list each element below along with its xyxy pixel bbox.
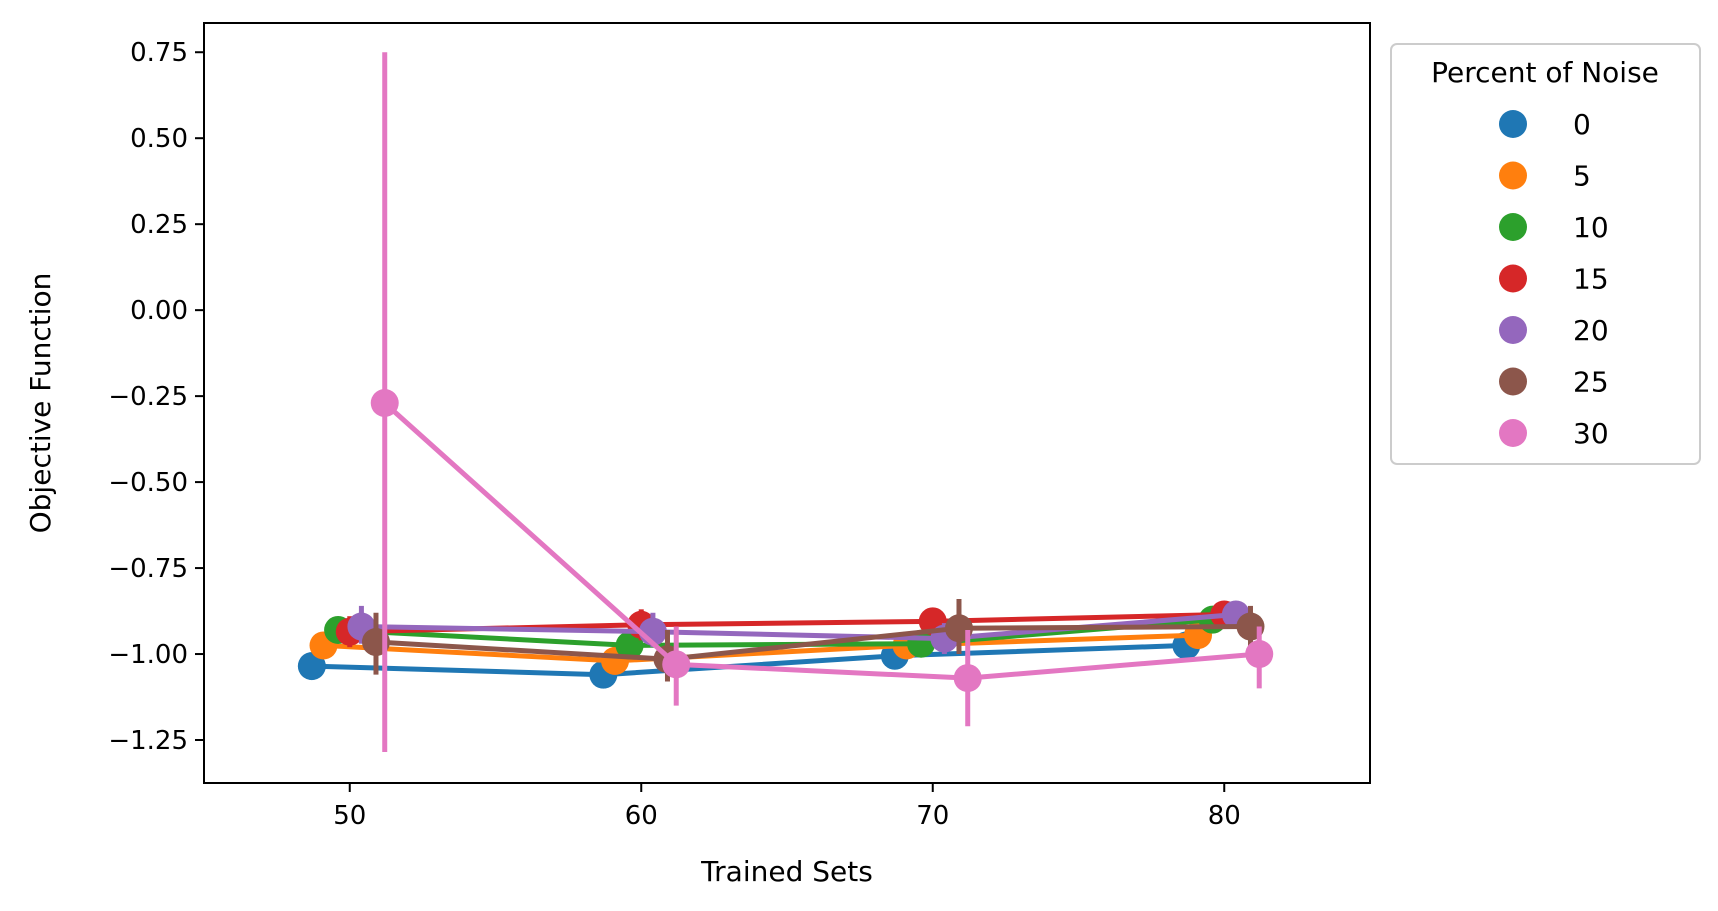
series-30	[370, 52, 1274, 753]
x-tick-label: 80	[1208, 801, 1241, 831]
y-axis-label: Objective Function	[24, 273, 57, 534]
y-axis: 0.75 0.50 0.25 0.00 −0.25 −0.50 −0.75 −1.00 −1.2…	[108, 38, 204, 756]
data-point	[1245, 640, 1274, 669]
legend-frame	[1390, 43, 1701, 465]
legend: Percent of Noise 0 5 10 15 20 25 30	[1390, 43, 1701, 465]
y-tick-label: −0.25	[108, 382, 188, 412]
series-line	[311, 642, 1187, 678]
legend-label: 15	[1573, 263, 1609, 296]
legend-marker	[1499, 367, 1527, 396]
x-tick-label: 60	[625, 801, 658, 831]
legend-marker	[1499, 316, 1527, 344]
data-point	[953, 664, 982, 693]
legend-label: 5	[1573, 160, 1591, 193]
legend-label: 30	[1573, 417, 1609, 450]
x-tick-label: 50	[333, 801, 366, 831]
legend-label: 25	[1573, 366, 1609, 399]
series-line	[323, 632, 1199, 664]
y-tick-label: −0.75	[108, 554, 188, 584]
x-axis-label: Trained Sets	[700, 855, 873, 888]
data-point	[297, 652, 326, 681]
series-line	[383, 401, 1260, 681]
data-point	[662, 650, 691, 679]
y-tick-label: −1.00	[108, 640, 188, 670]
data-point	[615, 631, 644, 660]
legend-marker	[1499, 213, 1527, 241]
legend-marker	[1499, 264, 1527, 293]
series-layer	[297, 52, 1274, 753]
series-line	[375, 624, 1251, 662]
y-tick-label: −0.50	[108, 468, 188, 498]
legend-label: 0	[1573, 108, 1591, 141]
legend-marker	[1499, 110, 1527, 138]
legend-marker	[1499, 161, 1527, 190]
legend-label: 10	[1573, 211, 1609, 244]
y-tick-label: −1.25	[108, 726, 188, 756]
y-tick-label: 0.00	[130, 296, 188, 326]
legend-marker	[1499, 419, 1527, 447]
y-tick-label: 0.75	[130, 38, 188, 68]
legend-items: 0 5 10 15 20 25 30	[1499, 108, 1609, 450]
plot-frame	[203, 22, 1371, 784]
legend-title: Percent of Noise	[1431, 56, 1659, 89]
series-line	[337, 617, 1213, 648]
data-point	[370, 389, 399, 417]
x-axis: 50 60 70 80	[333, 783, 1241, 831]
x-tick-label: 70	[916, 801, 949, 831]
y-tick-label: 0.25	[130, 210, 188, 240]
legend-label: 20	[1573, 314, 1609, 347]
y-tick-label: 0.50	[130, 124, 188, 154]
